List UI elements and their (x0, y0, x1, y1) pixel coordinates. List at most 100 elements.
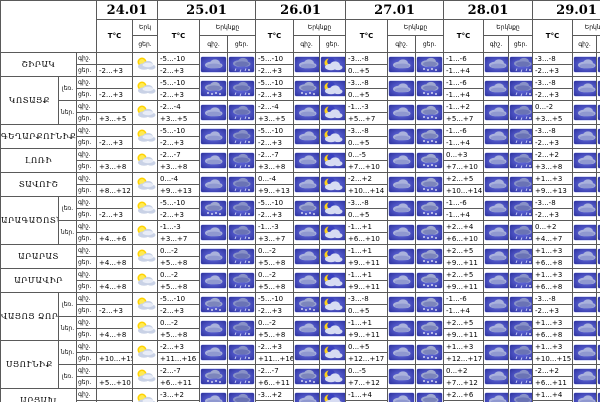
weather-icon-cell (387, 268, 417, 293)
weather-icon-cell (596, 316, 600, 341)
sleet-icon (509, 224, 532, 241)
temperature-cell: +7...+12 (345, 376, 389, 389)
weather-icon-cell (199, 148, 229, 173)
weather-icon-cell (508, 76, 534, 101)
zone-label: ներ. (58, 340, 77, 365)
temperature-cell: -1...+4 (443, 64, 485, 77)
temperature-cell: +3...+5 (157, 112, 201, 125)
sleet-icon (509, 320, 532, 337)
overcast-cloud-icon (200, 104, 227, 121)
temperature-cell: 0...-2 (157, 316, 201, 329)
weather-icon-cell (227, 244, 257, 269)
temperature-cell: 0...-4 (255, 172, 295, 185)
weather-icon-cell (596, 292, 600, 317)
temp-header: T°C (443, 19, 485, 53)
weather-icon-cell (483, 76, 510, 101)
temperature-cell: -1...-3 (255, 220, 295, 233)
sleet-icon (228, 392, 255, 402)
snow-cloud-icon (294, 296, 319, 313)
overcast-cloud-icon (200, 344, 227, 361)
sun-behind-cloud-icon (134, 368, 157, 385)
weather-icon-cell (483, 148, 510, 173)
day-label: ցեր. (75, 328, 98, 341)
temperature-cell: -2...+3 (532, 208, 574, 221)
temperature-cell: -1...-6 (443, 196, 485, 209)
weather-icon-cell (387, 340, 417, 365)
temperature-cell: -3...-8 (532, 124, 574, 137)
sky-header: Երկնքը (199, 19, 257, 36)
weather-icon-cell (387, 100, 417, 125)
temperature-cell (96, 100, 134, 113)
weather-icon-cell (596, 340, 600, 365)
date-header: 26.01 (255, 0, 347, 20)
overcast-cloud-icon (573, 176, 596, 193)
temperature-cell: -1...+1 (345, 316, 389, 329)
weather-icon-cell (508, 220, 534, 245)
cloud-with-moon-icon (320, 56, 345, 73)
region-name: ԱՐԱԳԱԾՈՏՆ (0, 196, 59, 245)
temperature-cell: 0...-2 (532, 100, 574, 113)
table-row: ԿՈՏԱՅՔ լեռ. գիշ. -5...-10 -5...-10 -3...-8 -1.… (0, 76, 600, 125)
temperature-cell: +2...+5 (443, 172, 485, 185)
overcast-cloud-icon (388, 200, 415, 217)
overcast-cloud-icon (484, 392, 508, 402)
overcast-cloud-icon (200, 176, 227, 193)
temperature-cell: +9...+11 (443, 328, 485, 341)
weather-icon-cell (387, 52, 417, 77)
weather-icon-cell (319, 148, 347, 173)
corner-cell (0, 0, 98, 53)
temperature-cell (96, 220, 134, 233)
weather-icon-cell (596, 268, 600, 293)
weather-icon-cell (596, 52, 600, 77)
region-name: ԱՐՑԱԽ (0, 388, 77, 402)
weather-icon-cell (319, 220, 347, 245)
temperature-cell: +1...+3 (532, 340, 574, 353)
overcast-cloud-icon (294, 344, 319, 361)
temperature-cell: -1...+4 (443, 88, 485, 101)
temperature-cell: -5...-10 (157, 124, 201, 137)
temperature-cell: +2...+5 (443, 316, 485, 329)
overcast-cloud-icon (294, 272, 319, 289)
table-row: լեռ. գիշ. -2...-7 -2...-7 0...-5 0...+2 -2...+… (1, 364, 600, 389)
weather-icon-cell (132, 148, 159, 173)
temperature-cell (96, 76, 134, 89)
temperature-cell: -2...+3 (532, 304, 574, 317)
day-header: ցեր. (227, 35, 257, 53)
temperature-cell: -2...+3 (96, 208, 134, 221)
overcast-cloud-icon (388, 296, 415, 313)
weather-icon-cell (132, 268, 159, 293)
sleet-icon (228, 344, 255, 361)
date-header: 28.01 (443, 0, 534, 20)
sleet-icon (228, 272, 255, 289)
overcast-cloud-icon (573, 200, 596, 217)
table-row: ներ. գիշ. 0...-2 0...-2 -1...+1 +2...+5 +1...+… (1, 316, 600, 341)
overcast-cloud-icon (573, 80, 596, 97)
temperature-cell: 0...-2 (157, 268, 201, 281)
table-row: ՇԻՐԱԿ գիշ. -5...-10 -5...-10 -3...-8 -1...-6-… (0, 52, 600, 77)
temperature-cell: 0...+2 (532, 220, 574, 233)
sleet-icon (509, 152, 532, 169)
cloud-with-moon-icon (320, 152, 345, 169)
weather-icon-cell (572, 52, 598, 77)
temperature-cell: +2...+6 (443, 388, 485, 401)
overcast-cloud-icon (573, 104, 596, 121)
weather-icon-cell (596, 76, 600, 101)
overcast-cloud-icon (294, 224, 319, 241)
weather-icon-cell (572, 388, 598, 402)
snow-cloud-icon (416, 320, 443, 337)
sleet-icon (509, 176, 532, 193)
temperature-cell: 0...+3 (443, 148, 485, 161)
temperature-cell: +3...+5 (96, 112, 134, 125)
sleet-icon (509, 272, 532, 289)
night-label: գիշ. (75, 340, 98, 353)
weather-icon-cell (387, 244, 417, 269)
weather-icon-cell (415, 172, 445, 197)
temperature-cell: +6...+8 (532, 328, 574, 341)
snow-cloud-icon (597, 104, 600, 121)
temperature-cell: -2...+3 (96, 136, 134, 149)
temperature-cell: +4...+8 (96, 280, 134, 293)
sun-behind-cloud-icon (134, 56, 157, 73)
overcast-cloud-icon (388, 320, 415, 337)
snow-cloud-icon (597, 56, 600, 73)
night-label: գիշ. (75, 148, 98, 161)
